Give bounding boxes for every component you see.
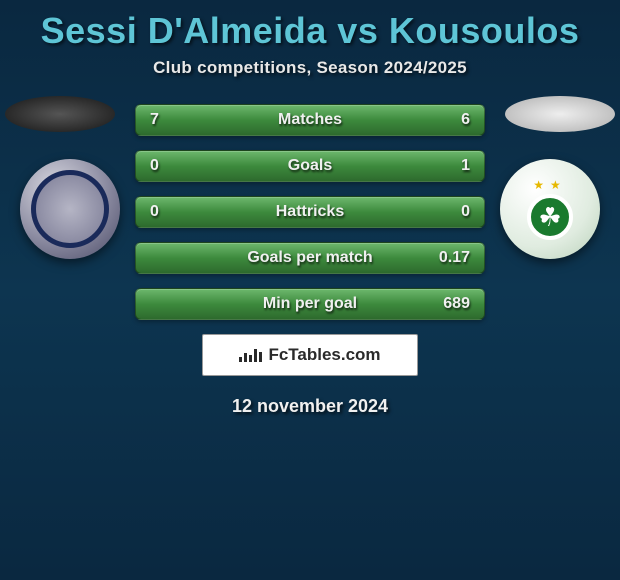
brand-box[interactable]: FcTables.com (202, 334, 418, 376)
player-left-avatar-placeholder (5, 96, 115, 132)
stat-left-value: 0 (150, 203, 186, 221)
stat-right-value: 0.17 (434, 249, 470, 267)
page-title: Sessi D'Almeida vs Kousoulos (0, 0, 620, 58)
stat-label: Min per goal (263, 295, 357, 313)
club-badge-right: ★★ ☘ (500, 159, 600, 259)
stat-row-goals-per-match: Goals per match 0.17 (135, 242, 485, 274)
stat-right-value: 0 (434, 203, 470, 221)
stat-right-value: 689 (434, 295, 470, 313)
barchart-icon (239, 349, 262, 362)
brand-label: FcTables.com (268, 345, 380, 365)
stat-row-hattricks: 0 Hattricks 0 (135, 196, 485, 228)
subtitle: Club competitions, Season 2024/2025 (0, 58, 620, 78)
stat-right-value: 1 (434, 157, 470, 175)
stat-label: Goals per match (247, 249, 372, 267)
stat-row-matches: 7 Matches 6 (135, 104, 485, 136)
shamrock-icon: ☘ (527, 194, 573, 240)
stat-label: Goals (288, 157, 332, 175)
stat-left-value: 0 (150, 157, 186, 175)
stat-label: Hattricks (276, 203, 344, 221)
apollon-crest-icon (31, 170, 109, 248)
stats-table: 7 Matches 6 0 Goals 1 0 Hattricks 0 Goal… (135, 104, 485, 320)
player-right-avatar-placeholder (505, 96, 615, 132)
comparison-area: ★★ ☘ 7 Matches 6 0 Goals 1 0 Hattricks 0… (0, 104, 620, 417)
stars-icon: ★★ (533, 178, 567, 192)
stat-right-value: 6 (434, 111, 470, 129)
date-label: 12 november 2024 (0, 396, 620, 417)
stat-row-min-per-goal: Min per goal 689 (135, 288, 485, 320)
stat-left-value: 7 (150, 111, 186, 129)
stat-row-goals: 0 Goals 1 (135, 150, 485, 182)
club-badge-left (20, 159, 120, 259)
stat-label: Matches (278, 111, 342, 129)
